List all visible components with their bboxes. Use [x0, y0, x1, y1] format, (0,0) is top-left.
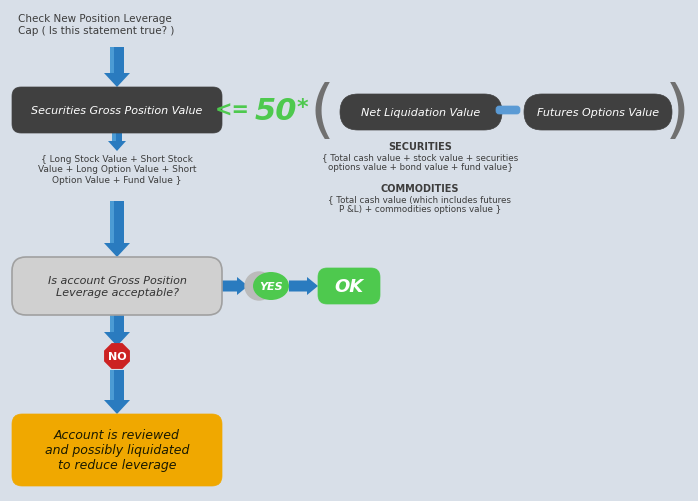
Text: OK: OK	[334, 278, 364, 296]
Polygon shape	[110, 201, 114, 243]
Polygon shape	[110, 48, 114, 74]
Polygon shape	[110, 315, 114, 332]
Polygon shape	[104, 48, 130, 88]
Text: Check New Position Leverage: Check New Position Leverage	[18, 14, 172, 24]
Polygon shape	[110, 370, 114, 400]
Text: (: (	[309, 82, 334, 144]
Polygon shape	[104, 315, 130, 346]
Text: <=: <=	[214, 101, 249, 121]
Polygon shape	[222, 278, 248, 296]
Ellipse shape	[253, 273, 289, 301]
Polygon shape	[108, 134, 126, 152]
Text: YES: YES	[259, 282, 283, 292]
Polygon shape	[104, 343, 130, 369]
Text: Securities Gross Position Value: Securities Gross Position Value	[31, 106, 202, 116]
Polygon shape	[112, 134, 116, 142]
Text: { Long Stock Value + Short Stock
Value + Long Option Value + Short
Option Value : { Long Stock Value + Short Stock Value +…	[38, 155, 196, 184]
Text: Futures Options Value: Futures Options Value	[537, 108, 659, 118]
Text: Is account Gross Position
Leverage acceptable?: Is account Gross Position Leverage accep…	[47, 276, 186, 297]
FancyBboxPatch shape	[496, 107, 520, 115]
Text: ✓: ✓	[252, 280, 262, 293]
FancyBboxPatch shape	[12, 88, 222, 134]
Text: 50: 50	[255, 96, 297, 125]
Text: Net Liquidation Value: Net Liquidation Value	[362, 108, 481, 118]
Text: SECURITIES: SECURITIES	[388, 142, 452, 152]
Text: { Total cash value + stock value + securities
options value + bond value + fund : { Total cash value + stock value + secur…	[322, 153, 518, 172]
FancyBboxPatch shape	[524, 95, 672, 131]
Polygon shape	[104, 201, 130, 258]
FancyBboxPatch shape	[318, 269, 380, 305]
FancyBboxPatch shape	[12, 414, 222, 486]
Text: ): )	[664, 82, 690, 144]
Text: NO: NO	[107, 351, 126, 361]
Circle shape	[245, 273, 273, 301]
Text: { Total cash value (which includes futures
P &L) + commodities options value }: { Total cash value (which includes futur…	[329, 194, 512, 214]
Polygon shape	[289, 278, 318, 296]
FancyBboxPatch shape	[340, 95, 502, 131]
FancyBboxPatch shape	[12, 258, 222, 315]
Text: Cap ( Is this statement true? ): Cap ( Is this statement true? )	[18, 26, 174, 36]
Text: Account is reviewed
and possibly liquidated
to reduce leverage: Account is reviewed and possibly liquida…	[45, 429, 189, 471]
Text: *: *	[296, 98, 308, 118]
Text: COMMODITIES: COMMODITIES	[380, 184, 459, 193]
Polygon shape	[104, 370, 130, 414]
